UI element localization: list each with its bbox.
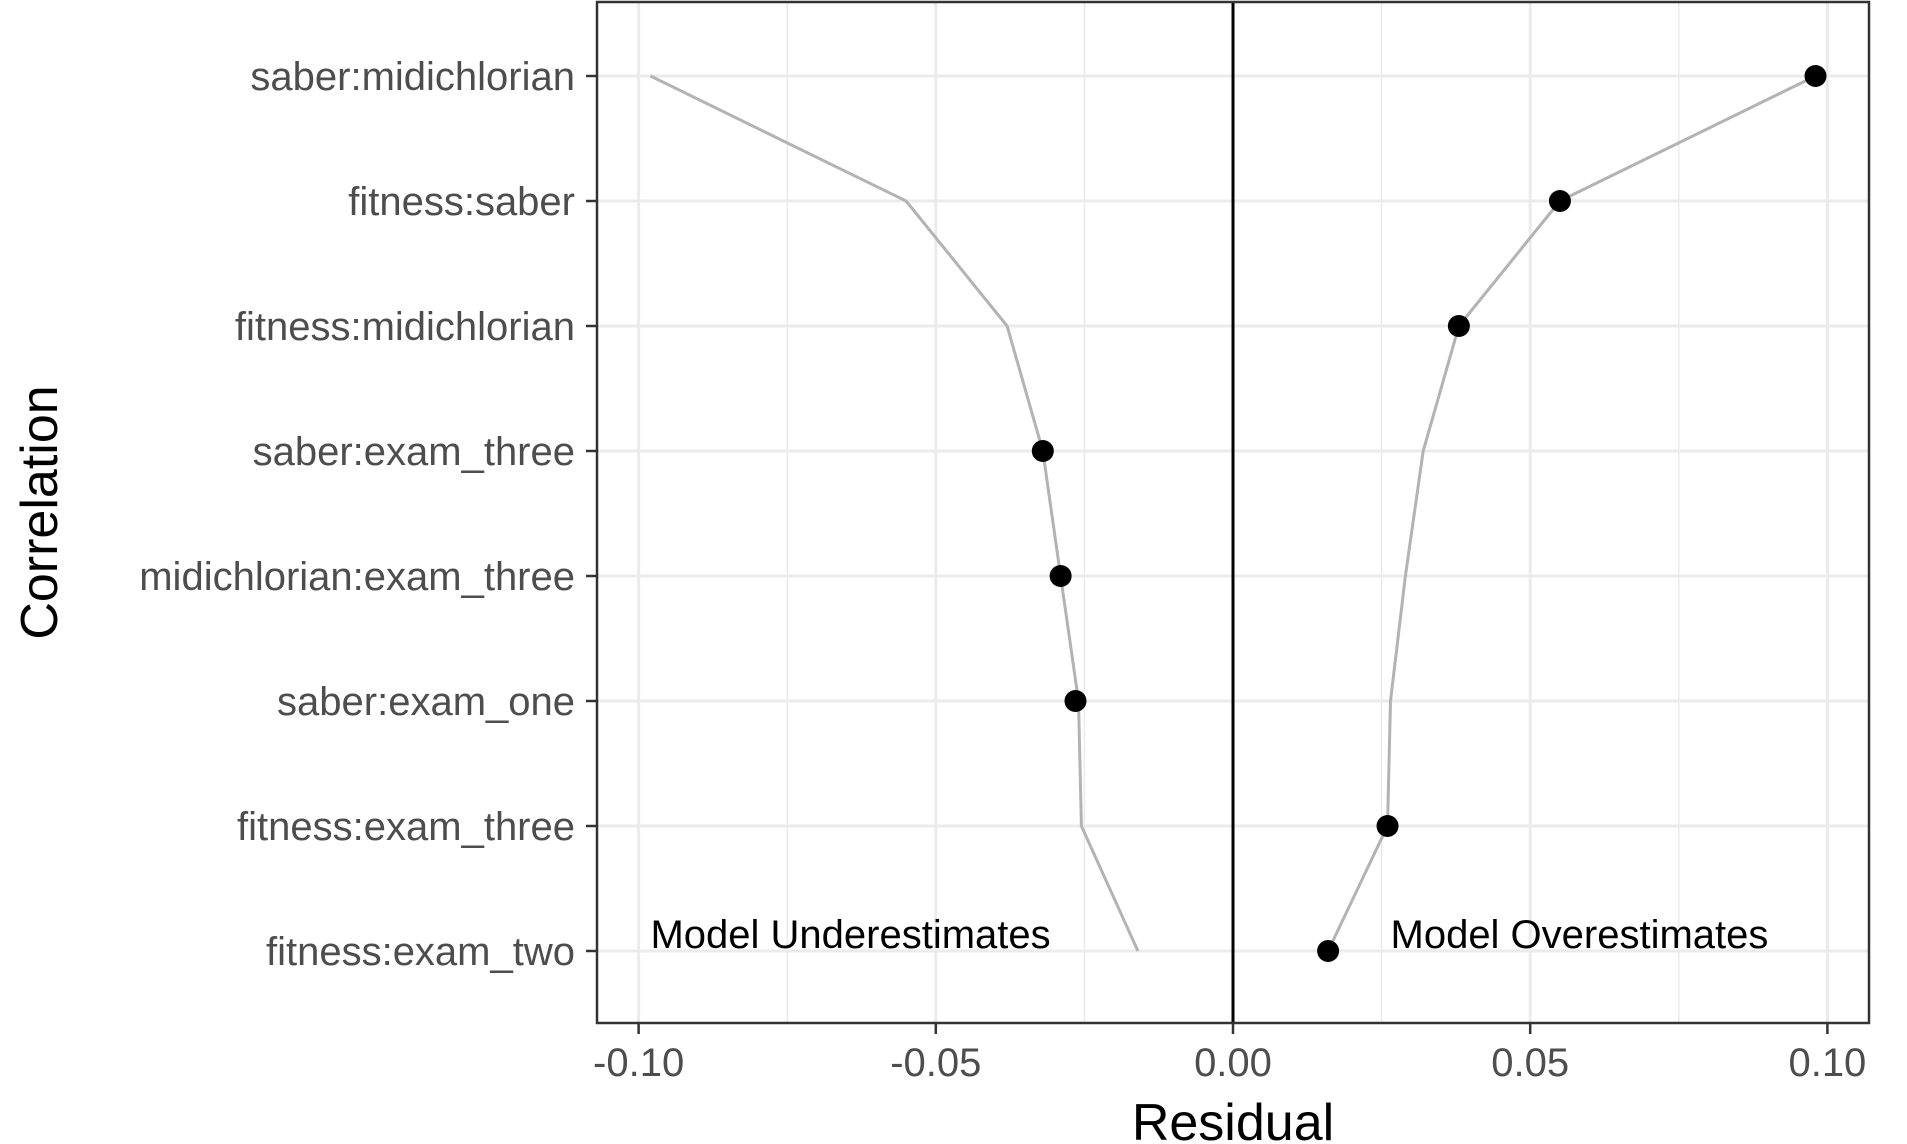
data-points <box>1031 65 1827 962</box>
x-tick-label: 0.05 <box>1491 1041 1569 1085</box>
reference-curves <box>649 74 1817 952</box>
data-point <box>1447 315 1470 337</box>
data-point <box>1804 65 1827 87</box>
data-point <box>1031 440 1054 462</box>
y-tick-label: fitness:midichlorian <box>235 305 575 349</box>
data-point <box>1064 690 1087 712</box>
annotation-label: Model Overestimates <box>1391 913 1769 957</box>
x-axis: -0.10 -0.05 0.00 0.05 0.10 <box>593 1023 1866 1085</box>
y-tick-label: saber:exam_one <box>277 680 575 724</box>
annotations: Model Underestimates Model Overestimates <box>650 913 1768 957</box>
overestimate-curve <box>1326 74 1817 952</box>
y-tick-label: saber:midichlorian <box>250 55 575 99</box>
y-tick-label: fitness:exam_two <box>266 930 575 974</box>
data-point <box>1049 565 1072 587</box>
underestimate-curve <box>649 74 1140 952</box>
y-tick-label: fitness:exam_three <box>237 805 575 849</box>
y-tick-label: saber:exam_three <box>253 430 575 474</box>
data-point <box>1317 940 1340 962</box>
x-tick-label: -0.10 <box>593 1041 684 1085</box>
y-tick-label: fitness:saber <box>348 180 575 224</box>
data-point <box>1548 190 1571 212</box>
y-axis-title: Correlation <box>11 385 69 639</box>
x-tick-label: 0.00 <box>1194 1041 1272 1085</box>
data-point <box>1376 815 1399 837</box>
y-axis: saber:midichlorian fitness:saber fitness:m… <box>139 55 597 974</box>
x-tick-label: 0.10 <box>1788 1041 1866 1085</box>
x-axis-title: Residual <box>1132 1094 1334 1144</box>
x-tick-label: -0.05 <box>890 1041 981 1085</box>
annotation-label: Model Underestimates <box>650 913 1050 957</box>
y-tick-label: midichlorian:exam_three <box>139 555 575 599</box>
